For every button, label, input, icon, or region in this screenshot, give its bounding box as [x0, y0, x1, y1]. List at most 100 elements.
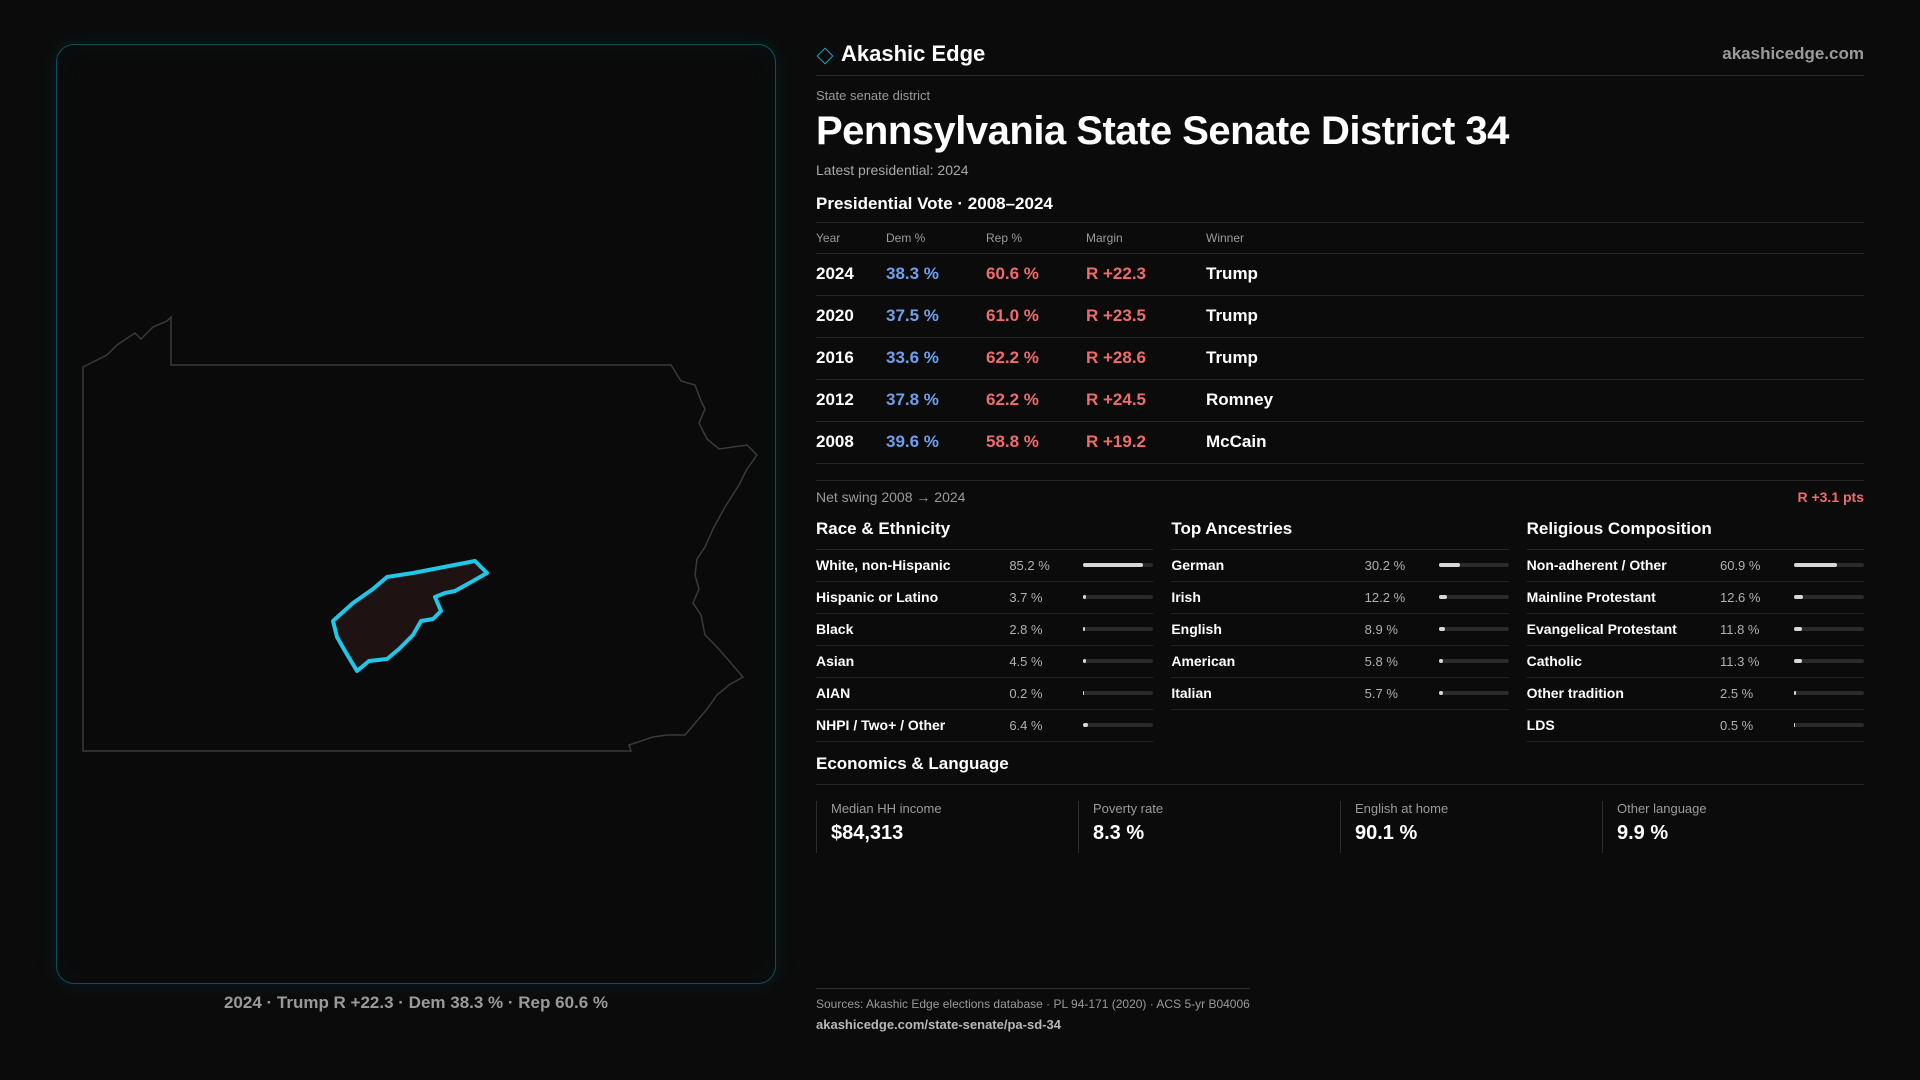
list-item: Black 2.8 %: [816, 614, 1154, 646]
dem-cell: 33.6 %: [886, 337, 986, 380]
brand[interactable]: Akashic Edge: [816, 41, 985, 67]
item-value: 2.8 %: [1009, 621, 1043, 637]
share-bar-fill: [1793, 563, 1837, 567]
item-label: Mainline Protestant: [1526, 589, 1656, 605]
list-item: English 8.9 %: [1171, 614, 1509, 646]
header-winner: Winner: [1206, 223, 1864, 254]
share-bar: [1438, 563, 1509, 567]
page-title: Pennsylvania State Senate District 34: [816, 109, 1509, 153]
race-ethnicity-section: Race & Ethnicity White, non-Hispanic 85.2…: [816, 519, 1154, 742]
list-item: Italian 5.7 %: [1171, 678, 1509, 710]
content-panel: Akashic Edge akashicedge.com State senat…: [816, 40, 1864, 853]
share-bar-fill: [1438, 691, 1443, 695]
share-bar: [1793, 691, 1864, 695]
year-cell: 2016: [816, 337, 886, 380]
share-bar-fill: [1083, 595, 1086, 599]
map-panel[interactable]: [56, 44, 776, 984]
diamond-logo-icon: [816, 47, 834, 64]
net-swing-label: Net swing 2008 → 2024: [816, 488, 966, 505]
year-cell: 2012: [816, 379, 886, 422]
share-bar-fill: [1083, 723, 1088, 727]
source-page-link[interactable]: akashicedge.com/state-senate/pa-sd-34: [816, 1017, 1061, 1032]
page-kicker: State senate district: [816, 88, 931, 103]
share-bar-fill: [1438, 659, 1443, 663]
list-item: White, non-Hispanic 85.2 %: [816, 550, 1154, 582]
item-value: 0.5 %: [1719, 717, 1754, 733]
list-item: Asian 4.5 %: [816, 646, 1154, 678]
econ-label: Median HH income: [831, 800, 942, 816]
item-value: 0.2 %: [1009, 685, 1043, 701]
item-value: 5.7 %: [1364, 685, 1398, 701]
econ-card-english: English at home 90.1 %: [1340, 800, 1602, 853]
dem-cell: 39.6 %: [886, 421, 986, 464]
rep-cell: 60.6 %: [986, 253, 1086, 296]
share-bar-fill: [1438, 627, 1445, 631]
item-value: 12.2 %: [1364, 589, 1406, 605]
share-bar: [1083, 659, 1154, 663]
dem-cell: 37.8 %: [886, 379, 986, 422]
item-label: Black: [816, 621, 854, 637]
table-row: 2016 33.6 % 62.2 % R +28.6 Trump: [816, 337, 1864, 380]
list-item: Irish 12.2 %: [1171, 582, 1509, 614]
econ-value: $84,313: [831, 821, 904, 844]
margin-cell: R +23.5: [1086, 295, 1206, 338]
list-item: Other tradition 2.5 %: [1526, 678, 1864, 710]
item-value: 2.5 %: [1719, 685, 1754, 701]
item-label: Catholic: [1526, 653, 1582, 669]
header-year: Year: [816, 223, 886, 254]
margin-cell: R +28.6: [1086, 337, 1206, 380]
net-swing-value: R +3.1 pts: [1797, 488, 1864, 505]
district-34-outline[interactable]: [331, 559, 489, 673]
item-label: Evangelical Protestant: [1526, 621, 1677, 637]
econ-card-other-language: Other language 9.9 %: [1602, 800, 1864, 853]
list-item: AIAN 0.2 %: [816, 678, 1154, 710]
item-label: AIAN: [816, 685, 851, 701]
religion-section: Religious Composition Non-adherent / Oth…: [1526, 519, 1864, 742]
list-item: Non-adherent / Other 60.9 %: [1526, 550, 1864, 582]
share-bar: [1438, 595, 1509, 599]
item-label: NHPI / Two+ / Other: [816, 717, 946, 733]
dem-cell: 38.3 %: [886, 253, 986, 296]
item-label: Other tradition: [1526, 685, 1624, 701]
religion-title: Religious Composition: [1526, 519, 1864, 550]
table-header-row: Year Dem % Rep % Margin Winner: [816, 223, 1864, 254]
share-bar: [1083, 691, 1154, 695]
share-bar: [1438, 659, 1509, 663]
share-bar: [1793, 659, 1864, 663]
item-value: 4.5 %: [1009, 653, 1043, 669]
share-bar-fill: [1083, 691, 1085, 695]
list-item: Evangelical Protestant 11.8 %: [1526, 614, 1864, 646]
item-label: White, non-Hispanic: [816, 557, 951, 573]
economics-cards: Median HH income $84,313 Poverty rate 8.…: [816, 800, 1864, 853]
race-ethnicity-title: Race & Ethnicity: [816, 519, 1154, 550]
rep-cell: 61.0 %: [986, 295, 1086, 338]
econ-label: Other language: [1617, 800, 1707, 816]
share-bar-fill: [1793, 659, 1802, 663]
share-bar: [1083, 563, 1154, 567]
item-value: 30.2 %: [1364, 557, 1406, 573]
share-bar-fill: [1438, 595, 1448, 599]
share-bar-fill: [1438, 563, 1460, 567]
state-outline: [82, 315, 758, 752]
sources-footer: Sources: Akashic Edge elections database…: [816, 988, 1250, 1032]
religion-list: Non-adherent / Other 60.9 % Mainline Prote…: [1526, 550, 1864, 742]
year-cell: 2008: [816, 421, 886, 464]
share-bar: [1438, 691, 1509, 695]
district-map[interactable]: [57, 45, 776, 984]
item-label: Non-adherent / Other: [1526, 557, 1667, 573]
header-dem: Dem %: [886, 223, 986, 254]
share-bar-fill: [1793, 595, 1803, 599]
ancestry-list: German 30.2 % Irish 12.2 % English 8.9 % Ameri…: [1171, 550, 1509, 710]
header-rep: Rep %: [986, 223, 1086, 254]
item-label: American: [1171, 653, 1236, 669]
share-bar: [1083, 595, 1154, 599]
header-margin: Margin: [1086, 223, 1206, 254]
item-value: 11.8 %: [1719, 621, 1760, 637]
econ-label: English at home: [1355, 800, 1449, 816]
share-bar: [1793, 563, 1864, 567]
econ-card-income: Median HH income $84,313: [816, 800, 1078, 853]
brand-url-link[interactable]: akashicedge.com: [1722, 43, 1864, 63]
share-bar-fill: [1083, 659, 1087, 663]
item-value: 5.8 %: [1364, 653, 1398, 669]
winner-cell: Trump: [1206, 337, 1864, 380]
